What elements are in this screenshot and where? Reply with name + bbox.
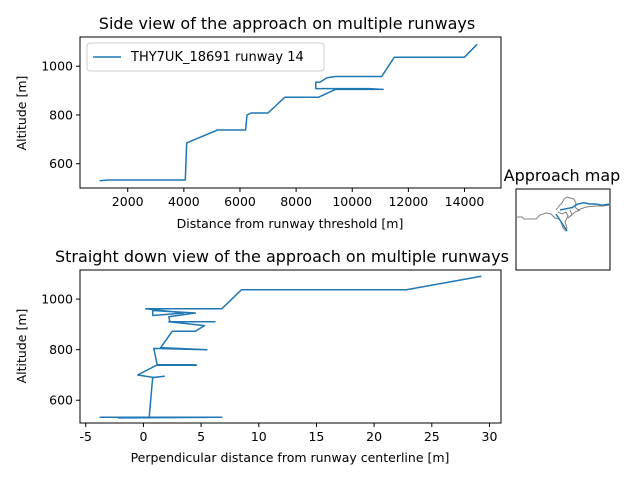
down-view-plot-area bbox=[79, 269, 502, 424]
down-view-series-line bbox=[99, 275, 482, 419]
side-view-xtick-label: 2000 bbox=[112, 194, 144, 209]
side-view-ytick-label: 1000 bbox=[41, 59, 73, 74]
side-view-ylabel: Altitude [m] bbox=[14, 76, 29, 151]
down-view-xtick-label: 25 bbox=[424, 429, 440, 444]
coastline-north bbox=[555, 196, 611, 211]
down-view-ytick-label: 600 bbox=[49, 393, 73, 408]
approach-map-track bbox=[555, 202, 611, 232]
approach-map: Approach map bbox=[504, 166, 621, 271]
down-view-xtick-label: 20 bbox=[366, 429, 382, 444]
down-view-xtick-label: 30 bbox=[482, 429, 498, 444]
side-view-series bbox=[99, 43, 478, 182]
side-view-xtick-label: 4000 bbox=[168, 194, 200, 209]
coastline-west bbox=[516, 212, 560, 220]
side-view-xticks: 2000 4000 6000 8000 10000 12000 14000 bbox=[112, 188, 485, 209]
down-view-xtick-label: 10 bbox=[251, 429, 267, 444]
coastline-south bbox=[567, 209, 581, 219]
side-view-xtick-label: 10000 bbox=[332, 194, 372, 209]
coastline-bay bbox=[557, 211, 569, 232]
side-view-xtick-label: 14000 bbox=[445, 194, 485, 209]
side-view-chart: Side view of the approach on multiple ru… bbox=[14, 14, 502, 231]
down-view-ytick-label: 800 bbox=[49, 342, 73, 357]
down-view-xtick-label: -5 bbox=[80, 429, 92, 444]
down-view-yticks: 600 800 1000 bbox=[41, 292, 80, 408]
legend-entry: THY7UK_18691 runway 14 bbox=[130, 50, 304, 65]
approach-map-final-leg bbox=[555, 213, 568, 232]
down-view-ylabel: Altitude [m] bbox=[14, 309, 29, 384]
down-view-xlabel: Perpendicular distance from runway cente… bbox=[131, 450, 450, 465]
side-view-xlabel: Distance from runway threshold [m] bbox=[177, 216, 404, 231]
down-view-ytick-label: 1000 bbox=[41, 292, 73, 307]
side-view-xtick-label: 12000 bbox=[388, 194, 428, 209]
down-view-series bbox=[99, 275, 482, 419]
down-view-xtick-label: 5 bbox=[197, 429, 205, 444]
legend-box bbox=[86, 42, 325, 72]
side-view-xtick-label: 6000 bbox=[224, 194, 256, 209]
side-view-series-line bbox=[99, 43, 478, 182]
down-view-xticks: -5 0 5 10 15 20 25 30 bbox=[80, 423, 498, 444]
side-view-ytick-label: 800 bbox=[49, 107, 73, 122]
coastline-shape bbox=[516, 196, 611, 232]
down-view-xtick-label: 0 bbox=[139, 429, 147, 444]
side-view-title: Side view of the approach on multiple ru… bbox=[99, 14, 475, 33]
approach-map-track-line bbox=[559, 202, 611, 211]
down-view-title: Straight down view of the approach on mu… bbox=[55, 247, 509, 266]
side-view-legend: THY7UK_18691 runway 14 bbox=[86, 42, 325, 72]
side-view-xtick-label: 8000 bbox=[280, 194, 312, 209]
approach-map-title: Approach map bbox=[504, 166, 621, 185]
side-view-yticks: 600 800 1000 bbox=[41, 59, 80, 171]
down-view-chart: Straight down view of the approach on mu… bbox=[14, 247, 509, 465]
side-view-ytick-label: 600 bbox=[49, 156, 73, 171]
down-view-xtick-label: 15 bbox=[308, 429, 324, 444]
approach-map-frame bbox=[515, 188, 611, 271]
